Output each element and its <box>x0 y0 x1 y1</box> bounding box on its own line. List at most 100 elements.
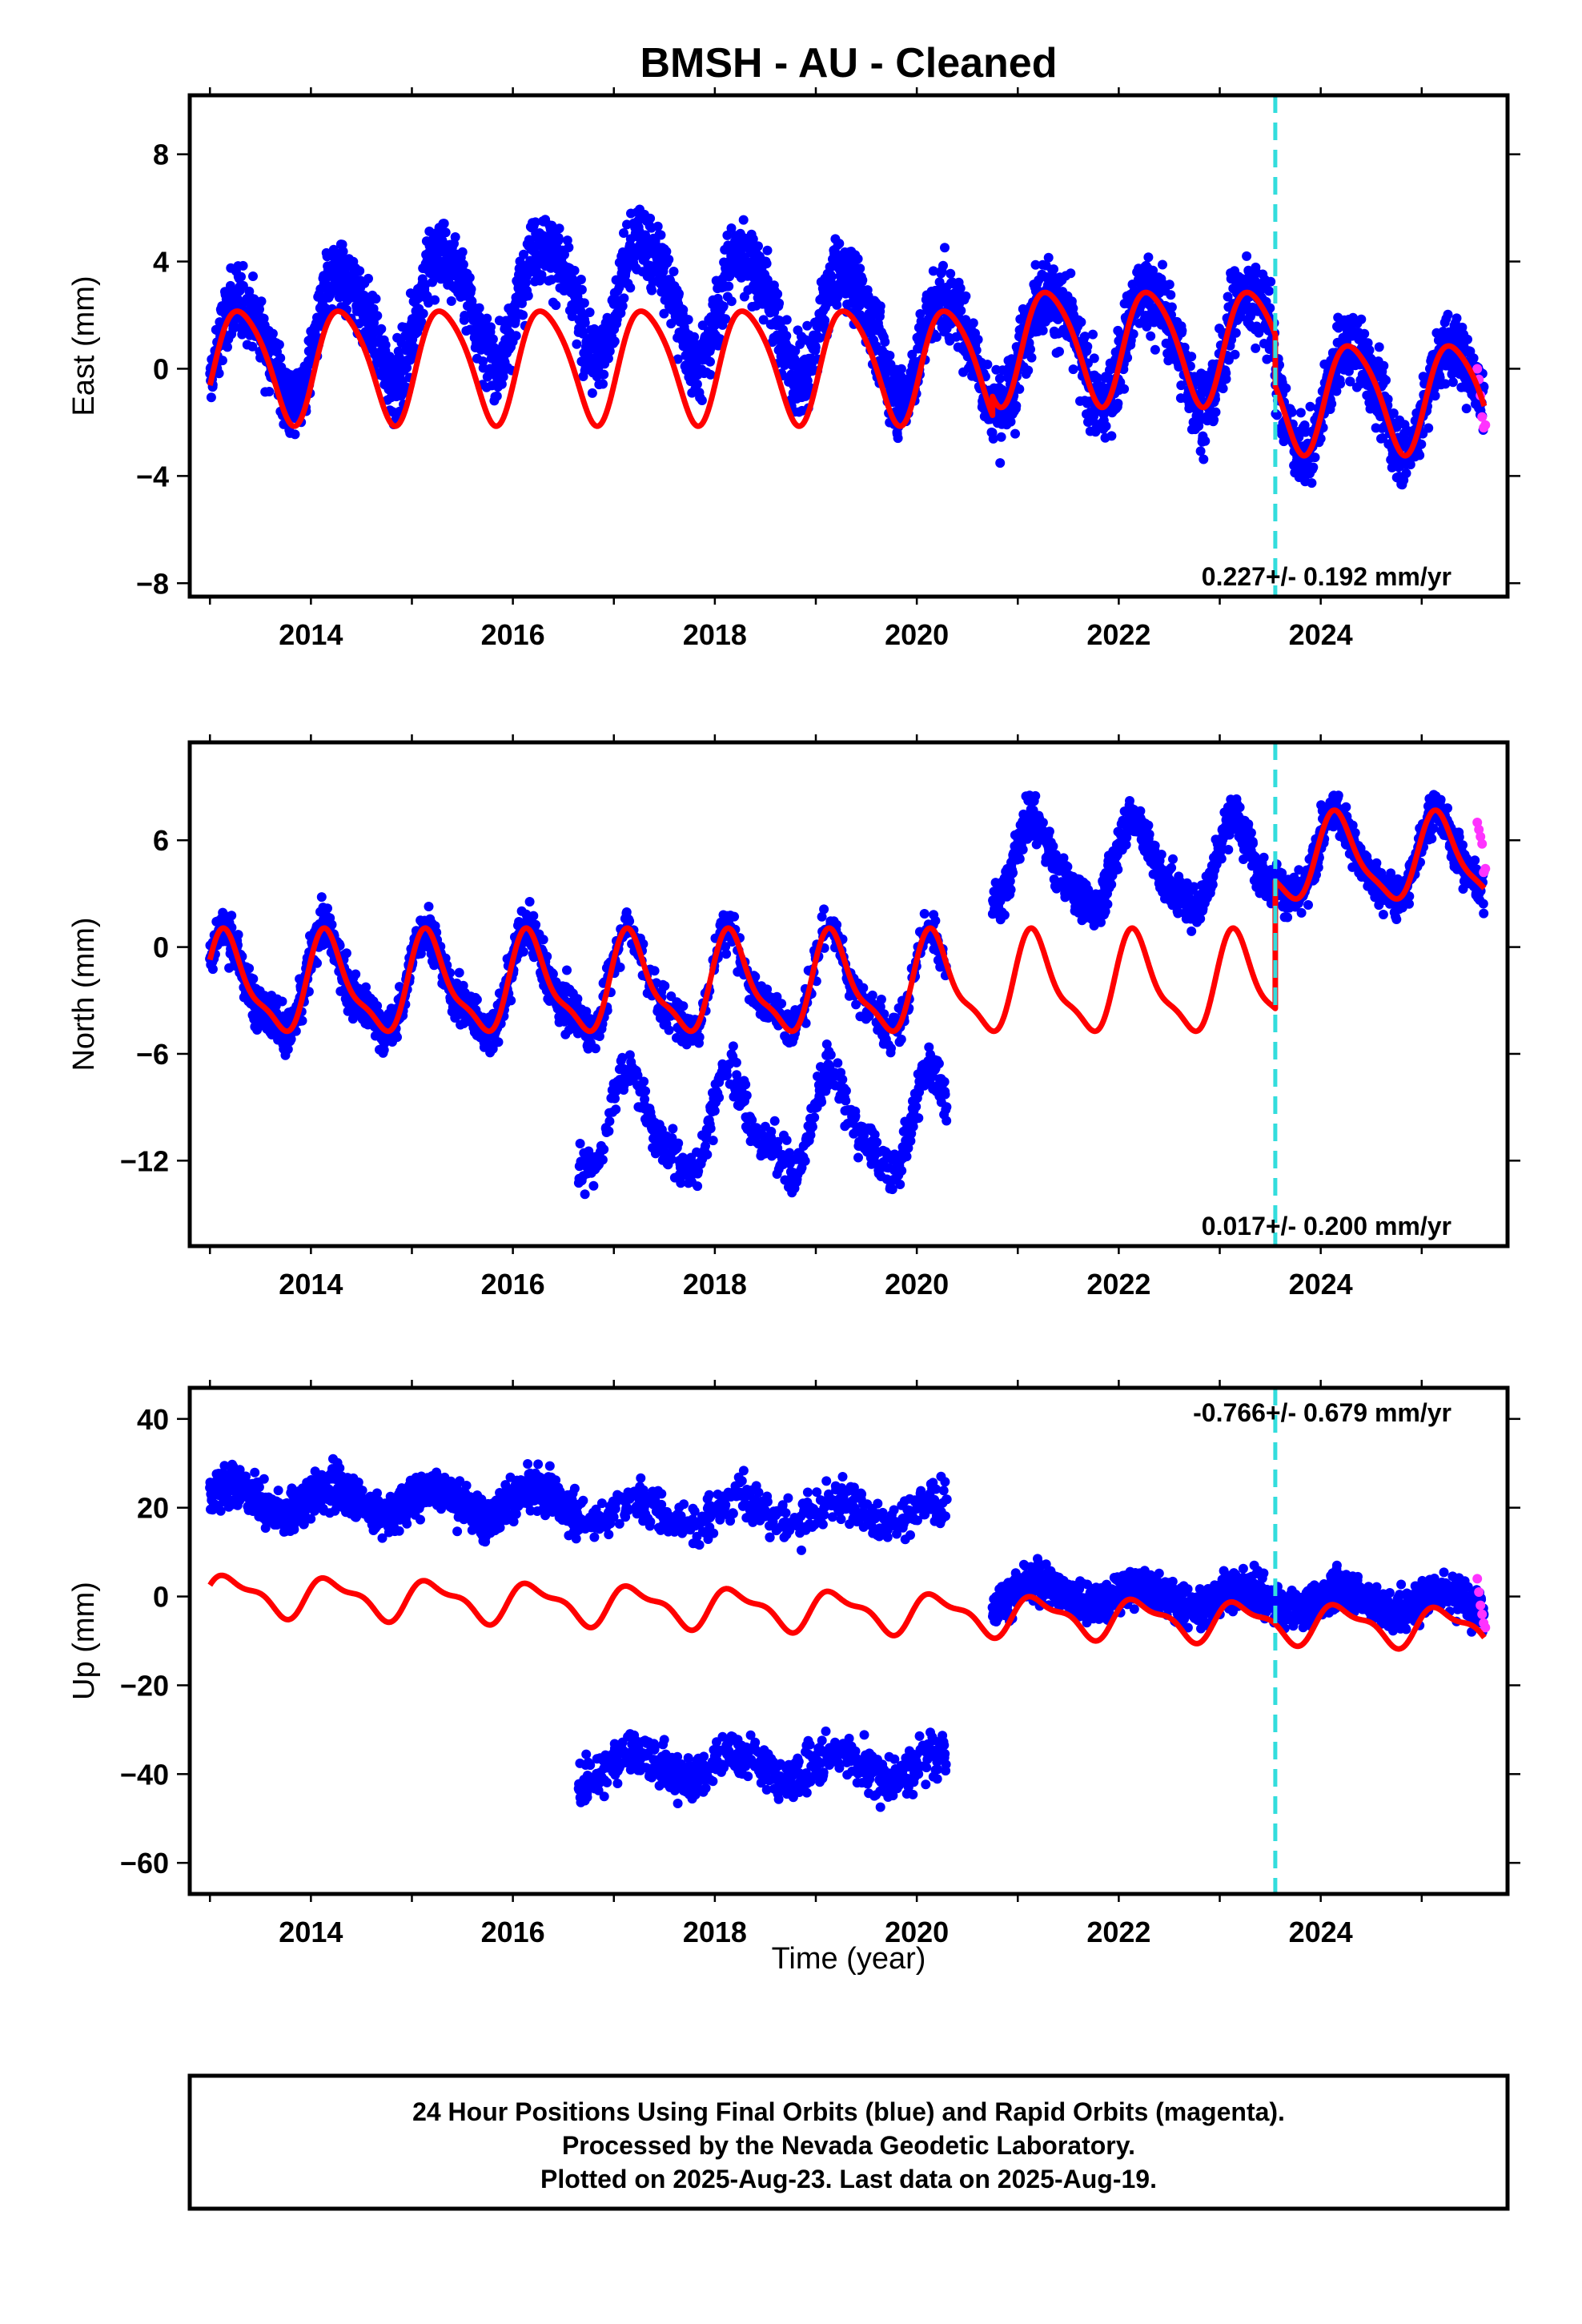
final-point <box>1308 462 1319 472</box>
final-point <box>256 296 267 307</box>
final-point <box>1166 302 1177 312</box>
final-point <box>440 227 451 238</box>
final-point <box>726 223 737 233</box>
y-tick-label: −8 <box>136 567 169 600</box>
final-point <box>1381 375 1391 385</box>
rapid-point <box>1480 420 1491 430</box>
final-point <box>547 220 557 231</box>
final-point <box>761 259 772 269</box>
final-point <box>524 897 535 907</box>
final-point <box>1076 317 1086 328</box>
final-point <box>223 342 232 352</box>
final-point <box>893 433 903 444</box>
final-point <box>372 311 383 321</box>
final-point <box>1119 384 1130 394</box>
final-point <box>1310 452 1320 463</box>
final-point <box>576 275 586 284</box>
final-point <box>1415 450 1425 460</box>
final-point <box>275 353 286 364</box>
final-point <box>619 293 629 304</box>
final-point <box>645 213 656 223</box>
final-point <box>584 308 595 317</box>
final-point <box>518 947 528 957</box>
final-point <box>1006 416 1016 427</box>
final-point <box>290 429 300 440</box>
final-point <box>659 308 669 319</box>
final-point <box>576 284 587 295</box>
final-point <box>562 235 572 246</box>
final-point <box>1287 407 1297 417</box>
final-point <box>934 277 945 287</box>
final-point <box>1307 478 1317 489</box>
final-point <box>826 271 837 282</box>
final-point <box>1221 374 1231 384</box>
x-tick-label: 2022 <box>1086 618 1150 651</box>
final-point <box>405 288 416 299</box>
final-point <box>697 396 707 405</box>
final-point <box>619 228 628 238</box>
final-point <box>820 316 830 326</box>
final-point <box>236 271 246 282</box>
final-point <box>354 319 364 329</box>
final-point <box>323 903 332 914</box>
final-point <box>575 1139 585 1148</box>
final-point <box>1088 329 1098 340</box>
final-point <box>875 301 885 312</box>
final-point <box>1266 276 1276 287</box>
final-point <box>1264 286 1274 296</box>
final-point <box>255 304 264 315</box>
final-point <box>553 233 564 243</box>
final-point <box>1200 436 1211 446</box>
final-point <box>599 369 609 380</box>
final-point <box>1359 328 1370 339</box>
final-point <box>368 304 379 314</box>
final-point <box>705 356 715 367</box>
final-point <box>1468 353 1479 364</box>
final-point <box>1423 423 1434 433</box>
final-point <box>430 295 440 305</box>
final-point <box>238 260 248 271</box>
x-tick-label: 2018 <box>683 618 747 651</box>
final-point <box>416 316 427 327</box>
final-point <box>834 239 845 249</box>
final-point <box>762 245 773 255</box>
final-point <box>267 328 278 339</box>
final-point <box>915 309 926 319</box>
final-point <box>1014 384 1025 394</box>
final-point <box>724 281 734 292</box>
final-point <box>614 283 624 293</box>
final-point <box>1218 384 1228 394</box>
final-point <box>982 360 993 370</box>
final-point <box>363 273 373 283</box>
final-point <box>402 363 412 373</box>
final-point <box>528 911 539 921</box>
final-point <box>492 391 502 401</box>
final-point <box>1026 344 1035 355</box>
final-point <box>1030 259 1041 270</box>
final-point <box>1335 379 1346 389</box>
final-point <box>1082 341 1093 352</box>
final-point <box>380 340 391 350</box>
final-point <box>715 334 725 344</box>
final-point <box>519 249 528 259</box>
final-point <box>274 340 284 350</box>
final-point <box>277 996 287 1007</box>
final-point <box>896 372 906 382</box>
final-point <box>1199 454 1209 464</box>
final-point <box>931 332 942 342</box>
final-point <box>661 247 672 257</box>
final-point <box>316 892 327 903</box>
final-point <box>896 364 906 374</box>
final-point <box>678 304 689 315</box>
x-tick-label: 2020 <box>885 618 949 651</box>
final-point <box>1230 349 1240 360</box>
final-point <box>233 930 243 940</box>
final-point <box>773 289 783 300</box>
final-point <box>355 266 365 276</box>
final-point <box>1044 312 1054 323</box>
final-point <box>482 313 492 324</box>
final-point <box>652 221 663 231</box>
final-point <box>781 331 792 341</box>
final-point <box>538 935 548 945</box>
